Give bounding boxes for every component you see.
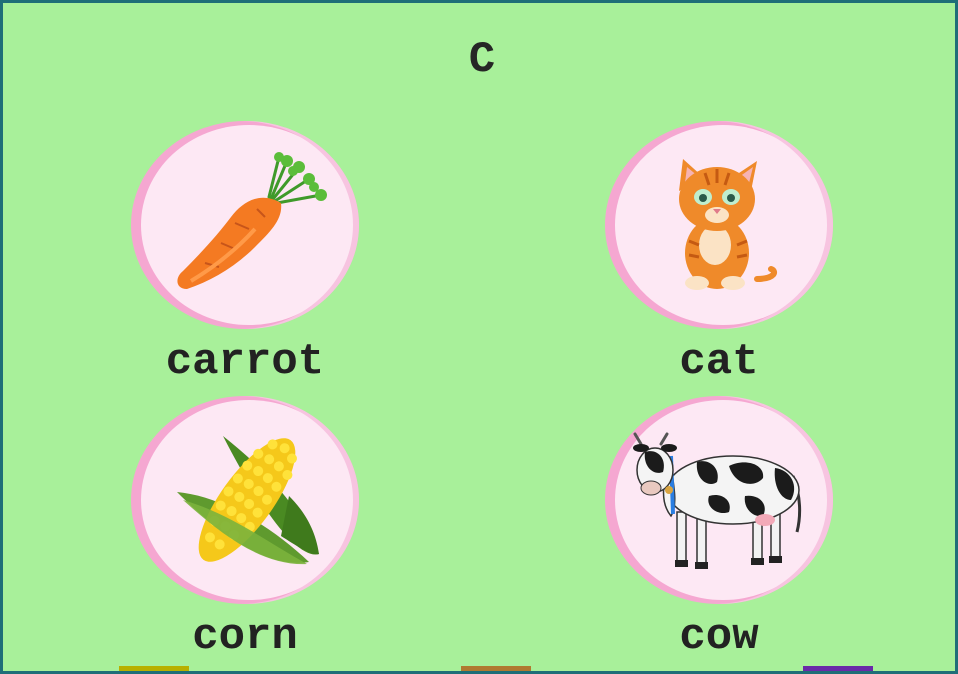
cow-icon	[633, 432, 802, 569]
picture-circle	[131, 396, 359, 604]
carrot-icon	[177, 152, 327, 289]
next-row-peek	[119, 666, 189, 671]
corn-icon	[177, 436, 319, 565]
card-carrot[interactable]: carrot	[131, 121, 371, 391]
word-label: carrot	[165, 337, 325, 387]
word-label: cow	[679, 612, 759, 662]
picture-circle	[605, 121, 833, 329]
next-row-peek	[803, 666, 873, 671]
picture-circle	[131, 121, 359, 329]
picture-circle	[605, 396, 833, 604]
cat-icon	[679, 159, 777, 290]
card-cat[interactable]: cat	[605, 121, 845, 391]
word-label: cat	[679, 337, 759, 387]
letter-heading: C	[468, 35, 496, 85]
card-cow[interactable]: cow	[605, 396, 845, 666]
next-row-peek	[461, 666, 531, 671]
card-corn[interactable]: corn	[131, 396, 371, 666]
word-label: corn	[192, 612, 298, 662]
